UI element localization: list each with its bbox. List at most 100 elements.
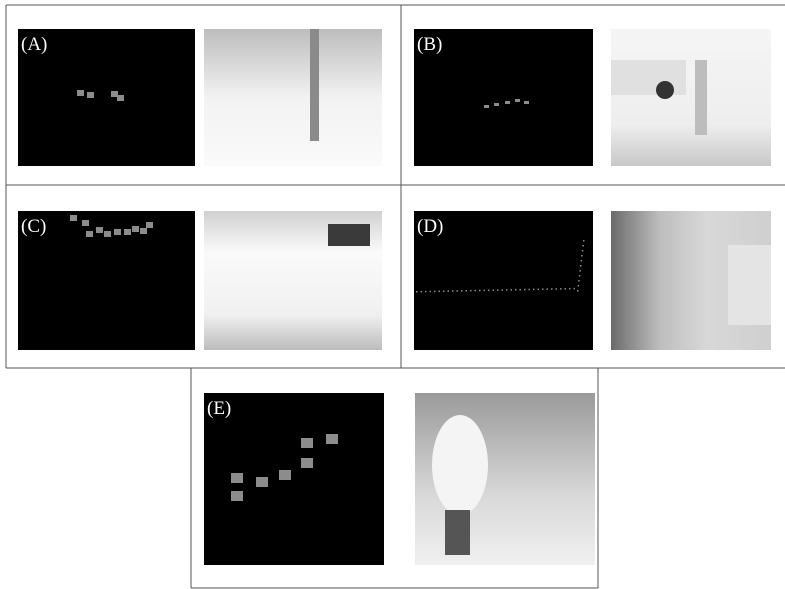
map-a bbox=[18, 29, 195, 166]
photo-b bbox=[611, 29, 771, 166]
photo bbox=[611, 29, 771, 166]
detection bbox=[494, 103, 499, 106]
detection bbox=[578, 280, 580, 282]
frame bbox=[5, 4, 785, 589]
detection bbox=[416, 291, 418, 293]
detection bbox=[560, 288, 562, 290]
detection bbox=[231, 491, 243, 501]
photo bbox=[204, 211, 382, 350]
detection bbox=[542, 288, 544, 290]
bike bbox=[445, 510, 470, 555]
detection bbox=[515, 289, 517, 291]
detection bbox=[582, 245, 584, 247]
detection bbox=[501, 289, 503, 291]
detection bbox=[124, 229, 131, 235]
detection bbox=[434, 290, 436, 293]
pole bbox=[310, 29, 319, 141]
detection bbox=[578, 275, 581, 277]
detection bbox=[111, 91, 118, 97]
detection bbox=[429, 290, 431, 293]
detection bbox=[104, 231, 111, 237]
detections bbox=[70, 90, 585, 501]
detection bbox=[82, 220, 89, 226]
detection bbox=[580, 260, 583, 262]
detection bbox=[256, 477, 268, 487]
detection bbox=[87, 92, 94, 98]
photo bbox=[415, 393, 595, 565]
detection bbox=[515, 99, 520, 102]
detection bbox=[564, 288, 566, 290]
detection bbox=[140, 228, 147, 234]
detection bbox=[505, 101, 510, 104]
detection bbox=[537, 288, 539, 291]
detection bbox=[114, 229, 121, 235]
detection bbox=[77, 90, 84, 96]
detection bbox=[506, 289, 508, 291]
detection bbox=[474, 289, 476, 292]
detection bbox=[569, 287, 571, 290]
detection bbox=[301, 458, 313, 468]
detection bbox=[425, 290, 427, 293]
detection bbox=[86, 231, 93, 237]
detection bbox=[581, 255, 583, 257]
panel-label: (C) bbox=[21, 216, 46, 237]
detection bbox=[510, 289, 512, 291]
detection bbox=[326, 434, 338, 444]
photo-a bbox=[204, 29, 382, 166]
map-b bbox=[414, 29, 593, 166]
detection bbox=[546, 288, 548, 290]
panel-label: (D) bbox=[417, 216, 443, 237]
detection bbox=[479, 289, 481, 292]
cyclist bbox=[432, 415, 488, 515]
detection bbox=[580, 265, 582, 267]
person bbox=[695, 60, 707, 135]
detection bbox=[420, 290, 422, 293]
detection bbox=[117, 95, 124, 101]
detection bbox=[533, 288, 535, 291]
detection bbox=[573, 287, 575, 290]
wheel bbox=[656, 81, 674, 99]
detection bbox=[551, 288, 553, 290]
truck bbox=[328, 224, 370, 246]
detection bbox=[70, 215, 77, 221]
detection bbox=[447, 290, 449, 292]
detection bbox=[279, 470, 291, 480]
map-d bbox=[414, 211, 593, 350]
detection bbox=[483, 289, 485, 292]
detection bbox=[524, 101, 529, 104]
detection bbox=[492, 289, 494, 291]
detection bbox=[456, 290, 458, 292]
detection bbox=[465, 290, 467, 292]
detection bbox=[301, 438, 313, 448]
detection bbox=[519, 288, 521, 291]
detection bbox=[581, 250, 584, 252]
detection bbox=[132, 226, 139, 232]
detection bbox=[231, 473, 243, 483]
detection bbox=[524, 288, 526, 291]
detection bbox=[146, 222, 153, 228]
car bbox=[611, 60, 686, 95]
panel-label: (B) bbox=[417, 34, 442, 55]
detection bbox=[452, 290, 454, 292]
detection bbox=[555, 288, 557, 290]
detection bbox=[96, 227, 103, 233]
panel-label: (E) bbox=[207, 398, 231, 419]
detection bbox=[577, 285, 580, 287]
detection bbox=[438, 290, 440, 293]
panel-label: (A) bbox=[21, 34, 47, 55]
detection bbox=[579, 270, 581, 272]
detection bbox=[484, 105, 489, 108]
detection bbox=[443, 290, 445, 292]
detection bbox=[528, 288, 530, 291]
detection bbox=[461, 290, 463, 292]
detection bbox=[470, 289, 472, 292]
wall bbox=[728, 245, 771, 325]
detection bbox=[497, 289, 499, 291]
detection bbox=[488, 289, 490, 292]
photo bbox=[204, 29, 382, 166]
detection bbox=[583, 240, 585, 242]
detection bbox=[577, 290, 579, 292]
photo bbox=[611, 211, 771, 350]
